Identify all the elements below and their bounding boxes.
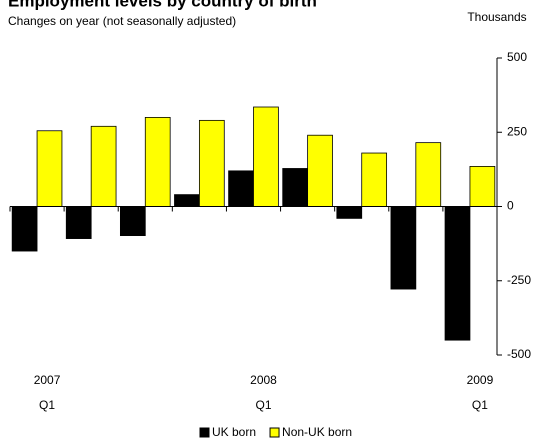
x-tick-label: Q1 [472,398,488,412]
y-tick-label: 0 [507,199,514,213]
bar [336,206,363,219]
y-tick-label: 250 [507,124,527,138]
y-tick-label: 500 [507,50,527,64]
bar [198,119,225,207]
bar [65,206,92,239]
bar [415,142,442,207]
y-tick-label: -250 [507,273,531,287]
legend-swatch [199,427,210,438]
bar [390,206,417,290]
bar [36,130,63,207]
x-tick-year: 2009 [467,373,494,387]
bar [11,206,38,252]
y-axis-label: Thousands [467,10,526,24]
chart-title: Employment levels by country of birth [8,0,317,10]
x-tick-label: Q1 [39,398,55,412]
bar [469,166,496,207]
bar [307,134,333,207]
bar [119,206,146,237]
y-tick-label: -500 [507,347,531,361]
bar [90,125,117,207]
bar [444,206,471,341]
bar [228,170,254,207]
bar [253,106,279,207]
bar [282,168,309,207]
legend-swatch [269,427,280,438]
bar [144,117,171,207]
x-tick-year: 2008 [250,373,277,387]
legend-label: UK born [212,425,256,439]
x-tick-label: Q1 [255,398,271,412]
legend-label: Non-UK born [282,425,352,439]
bar [361,152,388,207]
x-tick-year: 2007 [34,373,61,387]
chart-subtitle: Changes on year (not seasonally adjusted… [8,14,236,28]
bar [174,194,200,207]
